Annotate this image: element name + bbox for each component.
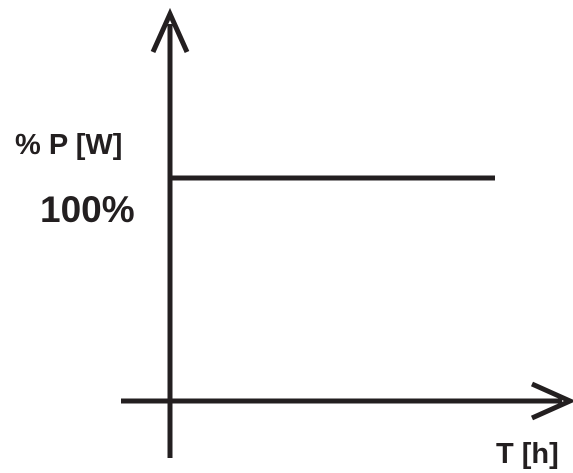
y-axis-label: % P [W] bbox=[15, 129, 122, 161]
y-tick-label: 100% bbox=[40, 189, 135, 230]
y-axis-arrowhead bbox=[150, 7, 190, 54]
x-axis-label: T [h] bbox=[496, 438, 559, 470]
x-axis-arrowhead bbox=[530, 381, 573, 421]
